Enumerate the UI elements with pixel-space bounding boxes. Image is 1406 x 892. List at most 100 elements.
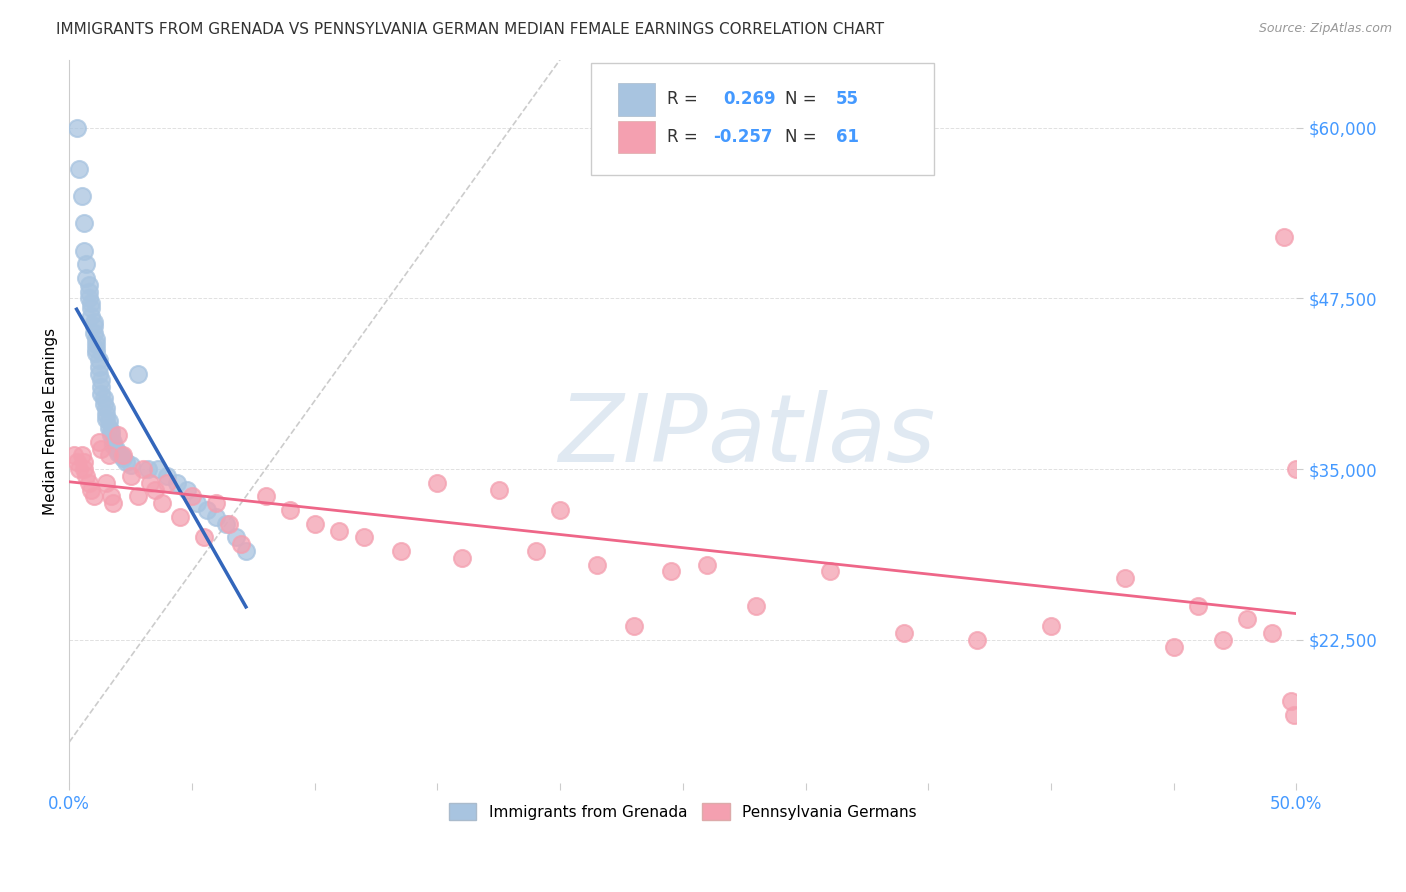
Point <box>83 315 105 329</box>
Point <box>254 489 277 503</box>
Point <box>112 451 135 466</box>
Point <box>94 411 117 425</box>
Point <box>103 496 125 510</box>
Point <box>94 408 117 422</box>
Point <box>93 391 115 405</box>
Point <box>75 271 97 285</box>
Point <box>120 458 142 472</box>
Point <box>139 475 162 490</box>
Y-axis label: Median Female Earnings: Median Female Earnings <box>44 327 58 515</box>
Point <box>229 537 252 551</box>
Point <box>218 516 240 531</box>
Point <box>90 442 112 456</box>
Point <box>94 401 117 415</box>
Point <box>169 509 191 524</box>
Point <box>87 367 110 381</box>
Text: N =: N = <box>785 128 821 146</box>
Point <box>87 434 110 449</box>
Point <box>328 524 350 538</box>
Point <box>80 301 103 315</box>
Point <box>84 342 107 356</box>
Point <box>103 434 125 449</box>
Point <box>77 277 100 292</box>
Point <box>100 428 122 442</box>
Point <box>120 469 142 483</box>
Point <box>181 489 204 503</box>
Point <box>893 626 915 640</box>
Point <box>73 455 96 469</box>
Point <box>114 455 136 469</box>
Point <box>696 558 718 572</box>
Point <box>127 367 149 381</box>
Point <box>304 516 326 531</box>
Point <box>225 530 247 544</box>
Point <box>166 475 188 490</box>
Point <box>548 503 571 517</box>
Point <box>1039 619 1062 633</box>
Point <box>107 428 129 442</box>
Text: atlas: atlas <box>707 391 935 482</box>
Point <box>75 257 97 271</box>
Point <box>70 449 93 463</box>
Point <box>146 462 169 476</box>
Point <box>67 462 90 476</box>
Point <box>1285 462 1308 476</box>
Point <box>97 414 120 428</box>
Point <box>818 565 841 579</box>
Point <box>94 475 117 490</box>
Point <box>97 449 120 463</box>
Point <box>1212 632 1234 647</box>
Point <box>488 483 510 497</box>
Point <box>77 475 100 490</box>
Point <box>136 462 159 476</box>
Point <box>1261 626 1284 640</box>
Point <box>426 475 449 490</box>
Text: 61: 61 <box>837 128 859 146</box>
Text: -0.257: -0.257 <box>713 128 773 146</box>
Point <box>1187 599 1209 613</box>
Point <box>156 475 179 490</box>
Legend: Immigrants from Grenada, Pennsylvania Germans: Immigrants from Grenada, Pennsylvania Ge… <box>443 797 922 826</box>
Point <box>389 544 412 558</box>
Point <box>67 161 90 176</box>
Point <box>205 496 228 510</box>
Point <box>127 489 149 503</box>
Point <box>586 558 609 572</box>
Point <box>156 469 179 483</box>
Point <box>70 189 93 203</box>
Point <box>65 120 87 135</box>
Text: Source: ZipAtlas.com: Source: ZipAtlas.com <box>1258 22 1392 36</box>
Point <box>77 285 100 299</box>
Point <box>84 346 107 360</box>
Point <box>524 544 547 558</box>
Bar <box>617 83 655 116</box>
Point <box>90 387 112 401</box>
Point <box>1114 571 1136 585</box>
Point <box>75 469 97 483</box>
Text: N =: N = <box>785 90 821 109</box>
Point <box>104 442 127 456</box>
Point <box>623 619 645 633</box>
Point <box>90 380 112 394</box>
Point <box>353 530 375 544</box>
Point <box>745 599 768 613</box>
Point <box>73 244 96 258</box>
Point <box>1282 707 1305 722</box>
Point <box>83 318 105 333</box>
Point <box>205 509 228 524</box>
Text: IMMIGRANTS FROM GRENADA VS PENNSYLVANIA GERMAN MEDIAN FEMALE EARNINGS CORRELATIO: IMMIGRANTS FROM GRENADA VS PENNSYLVANIA … <box>56 22 884 37</box>
Point <box>80 483 103 497</box>
Point <box>77 292 100 306</box>
Point <box>80 295 103 310</box>
Point <box>63 449 86 463</box>
Point <box>451 550 474 565</box>
Point <box>90 373 112 387</box>
Text: ZIP: ZIP <box>558 391 707 482</box>
Bar <box>617 120 655 153</box>
Point <box>83 489 105 503</box>
Point <box>112 449 135 463</box>
Point <box>87 352 110 367</box>
Point <box>103 437 125 451</box>
Point <box>100 424 122 438</box>
Point <box>1236 612 1258 626</box>
